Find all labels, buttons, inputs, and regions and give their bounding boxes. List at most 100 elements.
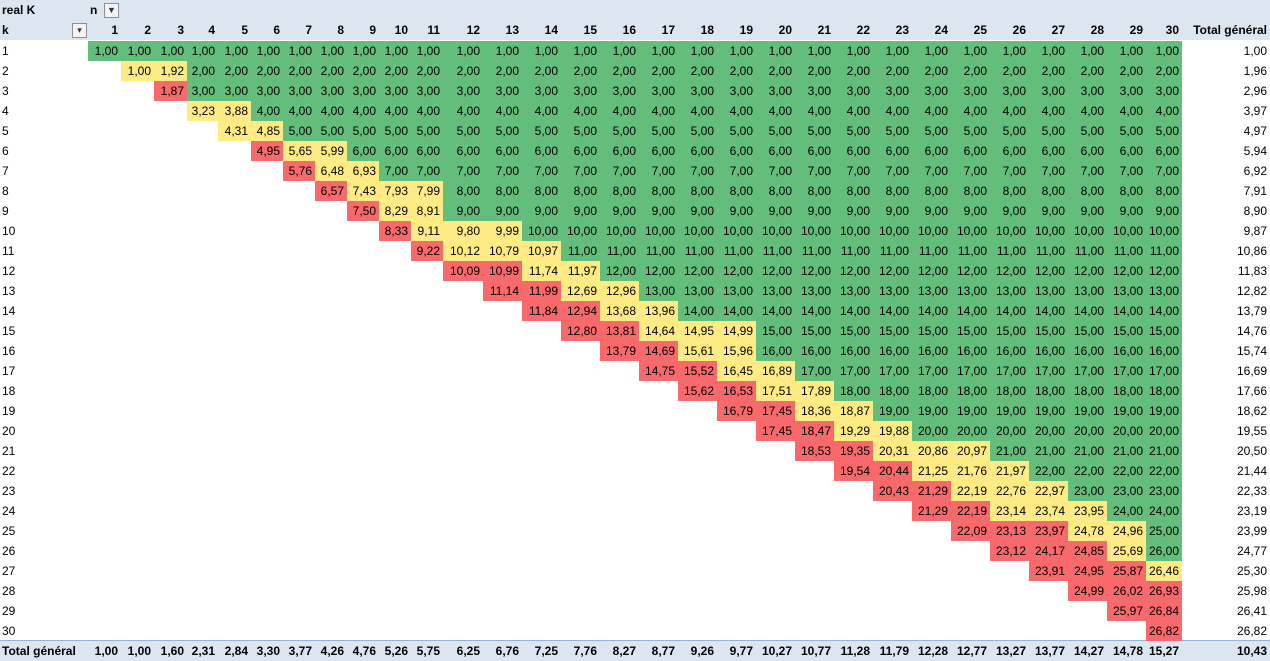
pivot-cell[interactable]: 3,00 [678,81,717,101]
pivot-cell[interactable]: 3,00 [483,81,522,101]
pivot-cell[interactable]: 10,79 [483,241,522,261]
pivot-cell[interactable]: 5,00 [678,121,717,141]
pivot-cell[interactable]: 21,00 [990,441,1029,461]
pivot-cell[interactable]: 2,00 [379,61,411,81]
pivot-cell[interactable]: 4,00 [483,101,522,121]
row-header-k-27[interactable]: 27 [2,564,16,578]
pivot-cell[interactable]: 12,80 [561,321,600,341]
pivot-cell[interactable]: 8,00 [1068,181,1107,201]
pivot-cell[interactable]: 3,00 [873,81,912,101]
pivot-cell[interactable]: 15,00 [873,321,912,341]
pivot-cell[interactable]: 1,00 [1107,41,1146,61]
pivot-cell[interactable]: 16,00 [951,341,990,361]
pivot-cell[interactable]: 2,00 [1107,61,1146,81]
pivot-cell[interactable]: 12,00 [1146,261,1182,281]
pivot-cell[interactable]: 23,00 [1146,481,1182,501]
pivot-cell[interactable]: 1,00 [443,41,483,61]
pivot-cell[interactable]: 1,92 [154,61,187,81]
pivot-cell[interactable]: 13,00 [1146,281,1182,301]
pivot-cell[interactable]: 11,00 [600,241,639,261]
row-header-k-2[interactable]: 2 [2,64,9,78]
pivot-cell[interactable]: 6,00 [1029,141,1068,161]
pivot-cell[interactable]: 3,00 [1068,81,1107,101]
pivot-cell[interactable]: 18,00 [912,381,951,401]
pivot-cell[interactable]: 18,00 [873,381,912,401]
pivot-cell[interactable]: 7,00 [561,161,600,181]
pivot-cell[interactable]: 26,93 [1146,581,1182,601]
pivot-cell[interactable]: 15,00 [756,321,795,341]
row-total-cell[interactable]: 2,96 [1243,84,1267,98]
pivot-cell[interactable]: 14,00 [795,301,834,321]
pivot-cell[interactable]: 14,00 [1068,301,1107,321]
pivot-cell[interactable]: 11,00 [1068,241,1107,261]
row-total-cell[interactable]: 19,55 [1236,424,1267,438]
grand-total-cell[interactable]: 6,76 [483,641,522,661]
row-header-k-4[interactable]: 4 [2,104,9,118]
pivot-cell[interactable]: 11,00 [639,241,678,261]
pivot-cell[interactable]: 3,00 [347,81,379,101]
pivot-cell[interactable]: 12,00 [1029,261,1068,281]
pivot-cell[interactable]: 24,95 [1068,561,1107,581]
pivot-cell[interactable]: 4,00 [1029,101,1068,121]
pivot-cell[interactable]: 23,14 [990,501,1029,521]
pivot-cell[interactable]: 16,00 [990,341,1029,361]
pivot-cell[interactable]: 13,00 [717,281,756,301]
pivot-cell[interactable]: 4,00 [561,101,600,121]
pivot-cell[interactable]: 12,00 [756,261,795,281]
pivot-cell[interactable]: 15,00 [951,321,990,341]
pivot-cell[interactable]: 4,00 [756,101,795,121]
pivot-cell[interactable]: 9,80 [443,221,483,241]
row-total-cell[interactable]: 26,82 [1236,624,1267,638]
pivot-cell[interactable]: 23,74 [1029,501,1068,521]
pivot-cell[interactable]: 2,00 [561,61,600,81]
grand-total-cell[interactable]: 4,76 [347,641,379,661]
pivot-cell[interactable]: 14,95 [678,321,717,341]
pivot-cell[interactable]: 4,00 [379,101,411,121]
row-header-k-11[interactable]: 11 [2,244,15,258]
pivot-cell[interactable]: 9,00 [873,201,912,221]
grand-total-cell[interactable]: 11,79 [873,641,912,661]
pivot-cell[interactable]: 3,88 [218,101,251,121]
pivot-cell[interactable]: 6,00 [411,141,443,161]
pivot-cell[interactable]: 5,00 [379,121,411,141]
pivot-cell[interactable]: 2,00 [1146,61,1182,81]
pivot-cell[interactable]: 8,33 [379,221,411,241]
pivot-cell[interactable]: 20,00 [1146,421,1182,441]
pivot-cell[interactable]: 6,00 [1146,141,1182,161]
pivot-cell[interactable]: 21,97 [990,461,1029,481]
pivot-cell[interactable]: 23,95 [1068,501,1107,521]
pivot-cell[interactable]: 22,09 [951,521,990,541]
pivot-cell[interactable]: 9,22 [411,241,443,261]
pivot-cell[interactable]: 22,97 [1029,481,1068,501]
pivot-cell[interactable]: 13,00 [639,281,678,301]
pivot-cell[interactable]: 9,00 [678,201,717,221]
pivot-cell[interactable]: 16,45 [717,361,756,381]
pivot-cell[interactable]: 1,00 [756,41,795,61]
pivot-cell[interactable]: 16,79 [717,401,756,421]
column-header-n-17[interactable]: 17 [639,20,678,40]
pivot-cell[interactable]: 23,97 [1029,521,1068,541]
pivot-cell[interactable]: 14,00 [912,301,951,321]
pivot-cell[interactable]: 2,00 [756,61,795,81]
pivot-cell[interactable]: 12,00 [834,261,873,281]
pivot-cell[interactable]: 2,00 [1068,61,1107,81]
pivot-cell[interactable]: 20,97 [951,441,990,461]
row-total-cell[interactable]: 7,91 [1243,184,1267,198]
pivot-cell[interactable]: 2,00 [912,61,951,81]
grand-total-cell[interactable]: 6,25 [443,641,483,661]
pivot-cell[interactable]: 20,31 [873,441,912,461]
grand-total-cell[interactable]: 5,75 [411,641,443,661]
pivot-cell[interactable]: 1,00 [522,41,561,61]
pivot-cell[interactable]: 18,00 [990,381,1029,401]
pivot-cell[interactable]: 7,00 [873,161,912,181]
pivot-cell[interactable]: 4,00 [990,101,1029,121]
pivot-cell[interactable]: 14,00 [990,301,1029,321]
pivot-cell[interactable]: 7,43 [347,181,379,201]
pivot-cell[interactable]: 4,00 [315,101,347,121]
pivot-cell[interactable]: 8,29 [379,201,411,221]
row-total-cell[interactable]: 21,44 [1236,464,1267,478]
pivot-cell[interactable]: 1,00 [121,41,154,61]
grand-total-cell[interactable]: 5,26 [379,641,411,661]
pivot-cell[interactable]: 21,29 [912,481,951,501]
pivot-cell[interactable]: 5,00 [1107,121,1146,141]
